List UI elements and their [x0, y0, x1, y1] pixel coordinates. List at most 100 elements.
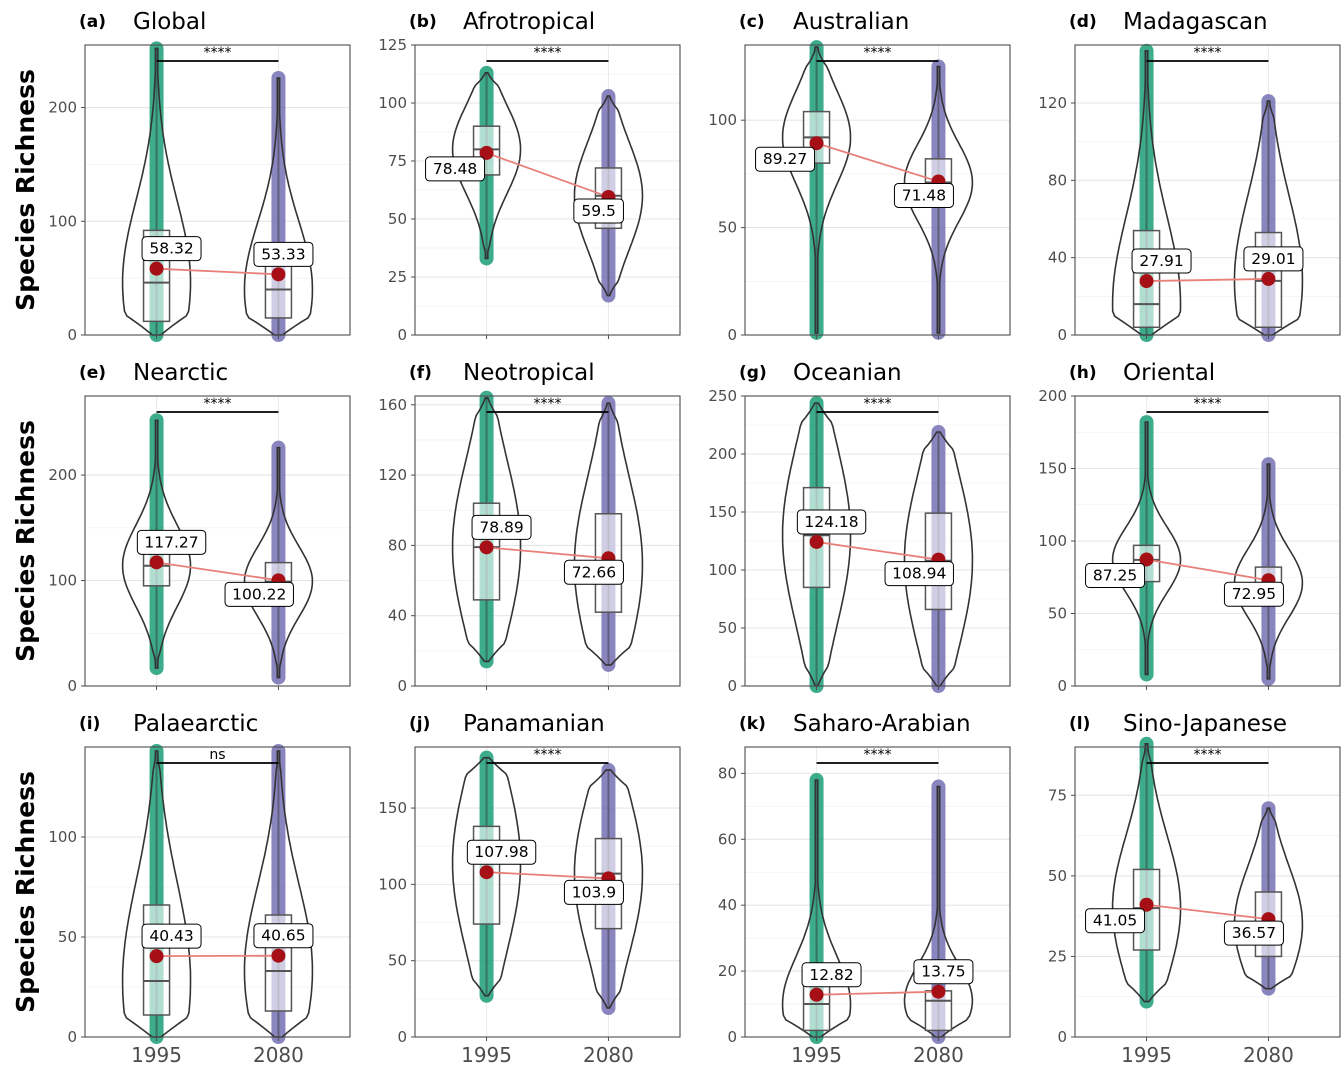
y-tick-label: 150: [378, 799, 407, 817]
y-tick-label: 150: [1038, 460, 1067, 478]
mean-line: [156, 561, 279, 582]
violin-2080: [573, 769, 644, 1009]
panel-title: Sino-Japanese: [1123, 711, 1287, 737]
mean-label: 103.9: [572, 883, 616, 901]
panel-panamanian: (j) Panamanian 0 50 100 150 107.98 103.9 **** 199…: [378, 711, 681, 1065]
mean-line: [486, 546, 609, 560]
y-tick-label: 50: [718, 219, 737, 237]
y-tick-label: 100: [708, 111, 737, 129]
significance-label: ****: [1194, 396, 1222, 412]
mean-label: 58.32: [149, 240, 193, 258]
mean-point: [1139, 897, 1154, 912]
panel-global: (a) Global 0 100 200 58.32 53.33 ****: [48, 9, 351, 344]
panel-title: Saharo-Arabian: [793, 711, 971, 737]
violin-1995: [121, 419, 192, 669]
box-1995: [142, 904, 171, 1016]
mean-point: [271, 948, 286, 963]
mean-label: 72.95: [1232, 585, 1276, 603]
mean-label: 117.27: [144, 533, 198, 551]
panel-afrotropical: (b) Afrotropical 0 25 50 75 100 125 78.48 59.5 ***…: [378, 9, 681, 344]
mean-label: 124.18: [804, 513, 858, 531]
mean-point: [931, 984, 946, 999]
y-tick-label: 40: [1048, 249, 1067, 267]
panel-border: [414, 395, 681, 687]
significance-label: ****: [534, 45, 562, 61]
panel-neotropical: (f) Neotropical 0 40 80 120 160 78.89 72.66 ****: [378, 360, 681, 695]
y-tick-label: 0: [727, 326, 737, 344]
mean-point: [479, 865, 494, 880]
mean-point: [1139, 274, 1154, 289]
y-axis-title: Species Richness: [11, 420, 40, 662]
x-tick-label: 2080: [583, 1043, 634, 1065]
y-tick-label: 0: [727, 1028, 737, 1046]
mean-label: 72.66: [572, 563, 616, 581]
mean-label-box: [466, 839, 537, 865]
violin-1995: [451, 72, 522, 260]
y-tick-label: 0: [727, 677, 737, 695]
panel-palaearctic: (i) Palaearctic 0 50 100 40.43 40.65 ns 1995 2080: [48, 711, 351, 1065]
mean-label-box: [425, 156, 486, 182]
panel-madagascan: (d) Madagascan 0 40 80 120 27.91 29.01 ****: [1038, 9, 1341, 344]
mean-label-box: [563, 879, 624, 905]
panel-title: Neotropical: [463, 360, 595, 386]
violin-2080: [903, 785, 974, 1038]
x-tick-label: 1995: [1121, 1043, 1172, 1065]
panel-title: Oceanian: [793, 360, 902, 386]
violin-1995: [1111, 421, 1182, 676]
violin-1995: [781, 779, 852, 1038]
y-axis-title: Species Richness: [11, 771, 40, 1013]
x-tick-label: 1995: [791, 1043, 842, 1065]
mean-label-box: [253, 923, 314, 949]
violin-2080: [573, 95, 644, 297]
y-tick-label: 100: [48, 212, 77, 230]
y-tick-label: 0: [67, 677, 77, 695]
panel-title: Global: [133, 9, 206, 35]
mean-label: 87.25: [1093, 566, 1137, 584]
y-tick-label: 0: [1057, 326, 1067, 344]
mean-line: [1146, 558, 1269, 582]
violin-2080: [903, 431, 974, 687]
mean-label-box: [224, 581, 294, 607]
y-tick-label: 80: [1048, 171, 1067, 189]
panel-oceanian: (g) Oceanian 0 50 100 150 200 250 124.18 108.94 **…: [708, 360, 1011, 695]
mean-label-box: [796, 509, 867, 535]
mean-point: [809, 987, 824, 1002]
panel-border: [744, 395, 1011, 687]
y-tick-label: 40: [388, 607, 407, 625]
panel-border: [414, 44, 681, 336]
panel-tag: (i): [79, 714, 100, 734]
panel-border: [84, 44, 351, 336]
mean-label-box: [136, 529, 207, 555]
mean-label-box: [893, 182, 954, 208]
y-tick-label: 50: [718, 619, 737, 637]
mean-label: 12.82: [809, 966, 853, 984]
mean-label-box: [573, 198, 624, 224]
y-tick-label: 200: [1038, 387, 1067, 405]
y-tick-label: 200: [48, 99, 77, 117]
y-tick-label: 200: [708, 445, 737, 463]
panel-tag: (c): [739, 12, 765, 32]
y-tick-label: 150: [708, 503, 737, 521]
mean-point: [149, 949, 164, 964]
y-tick-label: 50: [388, 210, 407, 228]
panel-australian: (c) Australian 0 50 100 89.27 71.48 ****: [708, 9, 1011, 344]
panel-nearctic: (e) Nearctic 0 100 200 117.27 100.22 ****: [48, 360, 351, 695]
y-tick-label: 0: [1057, 677, 1067, 695]
mean-line: [486, 152, 609, 198]
panel-tag: (b): [409, 12, 437, 32]
y-tick-label: 75: [388, 152, 407, 170]
y-tick-label: 120: [1038, 94, 1067, 112]
y-tick-label: 125: [378, 36, 407, 54]
violin-2080: [903, 65, 974, 334]
y-tick-label: 50: [388, 952, 407, 970]
mean-label-box: [471, 514, 532, 540]
mean-label: 13.75: [921, 963, 965, 981]
significance-label: ns: [209, 747, 225, 763]
panel-sino-japanese: (l) Sino-Japanese 0 25 50 75 41.05 36.57 **** 199…: [1048, 711, 1341, 1065]
y-tick-label: 0: [67, 1028, 77, 1046]
x-tick-label: 1995: [461, 1043, 512, 1065]
mean-line: [816, 541, 939, 561]
mean-label: 40.65: [261, 927, 305, 945]
mean-label-box: [1085, 562, 1146, 588]
x-tick-label: 1995: [131, 1043, 182, 1065]
